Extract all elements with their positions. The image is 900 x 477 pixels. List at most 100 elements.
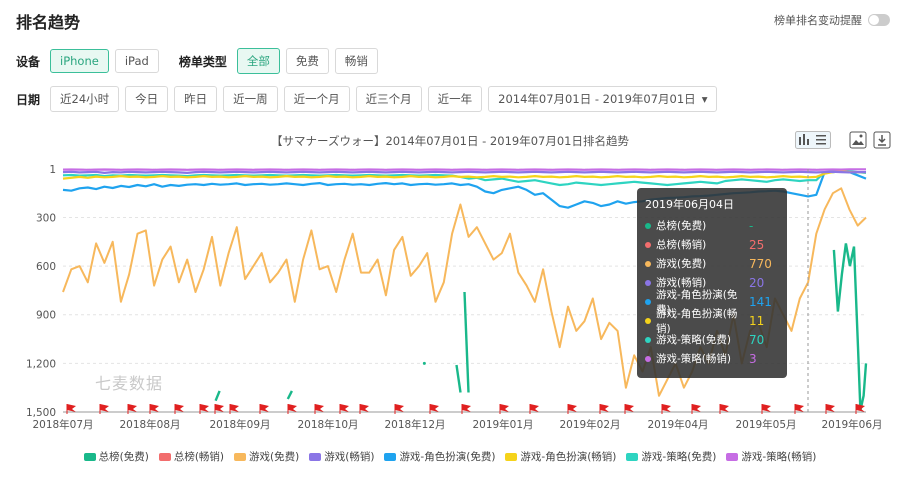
flag-icon[interactable]: [567, 404, 577, 414]
date-today-button[interactable]: 今日: [125, 86, 169, 112]
series-line[interactable]: [62, 168, 866, 171]
y-tick-label: 1: [49, 164, 56, 176]
flag-icon[interactable]: [394, 404, 404, 414]
flag-icon[interactable]: [99, 404, 109, 414]
legend-label: 游戏-角色扮演(免费): [399, 451, 496, 463]
date-month-button[interactable]: 近一个月: [283, 86, 350, 112]
y-tick-label: 600: [36, 261, 56, 273]
view-toggle[interactable]: [795, 131, 831, 149]
flag-icon[interactable]: [461, 404, 471, 414]
series-line[interactable]: [286, 390, 293, 400]
series-line[interactable]: [455, 364, 462, 393]
flag-icon[interactable]: [429, 404, 439, 414]
date-filter-row: 日期 近24小时 今日 昨日 近一周 近一个月 近三个月 近一年 2014年07…: [16, 86, 718, 112]
flag-icon[interactable]: [214, 404, 224, 414]
legend-item[interactable]: 游戏(畅销): [309, 449, 374, 464]
tooltip-series-name: 游戏-角色扮演(免费): [656, 288, 738, 316]
flag-icon[interactable]: [229, 404, 239, 414]
chart-export-tools: [849, 131, 891, 149]
y-tick-label: 300: [36, 212, 56, 224]
legend-item[interactable]: 游戏-角色扮演(免费): [384, 449, 495, 464]
series-point[interactable]: [422, 361, 426, 365]
flag-icon[interactable]: [691, 404, 701, 414]
chart-type-free-button[interactable]: 免费: [285, 48, 329, 74]
tooltip-row: 游戏-角色扮演(畅销) 11: [637, 308, 787, 335]
legend-swatch: [384, 452, 397, 461]
series-dot-icon: [645, 317, 651, 324]
flag-icon[interactable]: [761, 404, 771, 414]
flag-icon[interactable]: [359, 404, 369, 414]
flag-icon[interactable]: [287, 404, 297, 414]
flag-icon[interactable]: [66, 404, 76, 414]
flag-icon[interactable]: [314, 404, 324, 414]
legend-item[interactable]: 游戏-角色扮演(畅销): [505, 449, 616, 464]
date-year-button[interactable]: 近一年: [427, 86, 483, 112]
flag-icon[interactable]: [529, 404, 539, 414]
legend-item[interactable]: 总榜(畅销): [158, 449, 224, 464]
flag-icon[interactable]: [339, 404, 349, 414]
x-tick-label: 2019年01月: [472, 418, 533, 431]
date-yesterday-button[interactable]: 昨日: [174, 86, 218, 112]
image-download-icon[interactable]: [849, 131, 867, 149]
chart-type-grossing-button[interactable]: 畅销: [334, 48, 378, 74]
flag-icon[interactable]: [259, 404, 269, 414]
series-dot-icon: [645, 222, 651, 229]
date-3months-button[interactable]: 近三个月: [355, 86, 422, 112]
date-week-button[interactable]: 近一周: [223, 86, 278, 112]
tooltip-series-name: 游戏-策略(畅销): [656, 353, 731, 365]
series-line[interactable]: [463, 291, 470, 393]
flag-icon[interactable]: [499, 404, 509, 414]
flag-icon[interactable]: [149, 404, 159, 414]
legend-item[interactable]: 游戏-策略(免费): [626, 449, 716, 464]
legend-item[interactable]: 游戏-策略(畅销): [726, 449, 816, 464]
chart-title: 【サマナーズウォー】2014年07月01日 - 2019年07月01日排名趋势: [271, 134, 629, 148]
rank-alert-toggle-wrap: 榜单排名变动提醒: [774, 12, 890, 28]
flag-icon[interactable]: [174, 404, 184, 414]
flag-icon[interactable]: [624, 404, 634, 414]
device-ipad-button[interactable]: iPad: [114, 49, 159, 73]
series-line[interactable]: [62, 170, 866, 174]
watermark: 七麦数据: [95, 374, 164, 393]
list-icon[interactable]: [816, 135, 826, 145]
caret-down-icon: ▾: [701, 92, 708, 106]
chart-legend: 总榜(免费) 总榜(畅销) 游戏(免费) 游戏(畅销) 游戏-角色扮演(免费) 游戏-角色…: [0, 449, 900, 464]
tooltip-date: 2019年06月04日: [645, 198, 734, 211]
flag-icon[interactable]: [794, 404, 804, 414]
legend-item[interactable]: 游戏(免费): [234, 449, 299, 464]
device-filter-row: 设备 iPhone iPad 榜单类型 全部 免费 畅销: [16, 48, 378, 74]
x-tick-label: 2019年06月: [821, 418, 882, 431]
flag-icon[interactable]: [825, 404, 835, 414]
device-label: 设备: [16, 54, 41, 69]
bar-chart-icon[interactable]: [799, 134, 809, 145]
date-24h-button[interactable]: 近24小时: [50, 86, 120, 112]
series-line[interactable]: [62, 170, 866, 180]
x-tick-label: 2019年05月: [735, 418, 796, 431]
tooltip-series-name: 总榜(畅销): [656, 239, 707, 251]
flag-icon[interactable]: [719, 404, 729, 414]
chart-type-all-button[interactable]: 全部: [236, 48, 280, 74]
series-line[interactable]: [832, 243, 868, 411]
tooltip-series-value: 11: [749, 313, 765, 328]
rank-alert-toggle[interactable]: [868, 14, 890, 26]
legend-swatch: [234, 452, 247, 461]
series-dot-icon: [645, 241, 651, 248]
tooltip-row: 总榜(畅销) 25: [637, 235, 787, 254]
download-icon[interactable]: [873, 131, 891, 149]
legend-swatch: [158, 452, 171, 461]
legend-item[interactable]: 总榜(免费): [83, 449, 149, 464]
flag-icon[interactable]: [855, 404, 865, 414]
series-dot-icon: [645, 298, 651, 305]
tooltip-series-value: 70: [749, 332, 765, 347]
flag-icon[interactable]: [599, 404, 609, 414]
tooltip-series-value: 141: [749, 294, 772, 309]
series-line[interactable]: [214, 390, 221, 402]
page-title: 排名趋势: [16, 13, 81, 32]
date-range-picker[interactable]: 2014年07月01日 - 2019年07月01日 ▾: [488, 86, 718, 112]
flag-icon[interactable]: [661, 404, 671, 414]
device-iphone-button[interactable]: iPhone: [50, 49, 109, 73]
flag-icon[interactable]: [127, 404, 137, 414]
tooltip-series-name: 游戏-策略(免费): [656, 334, 731, 346]
x-tick-label: 2018年08月: [119, 418, 180, 431]
flag-icon[interactable]: [199, 404, 209, 414]
